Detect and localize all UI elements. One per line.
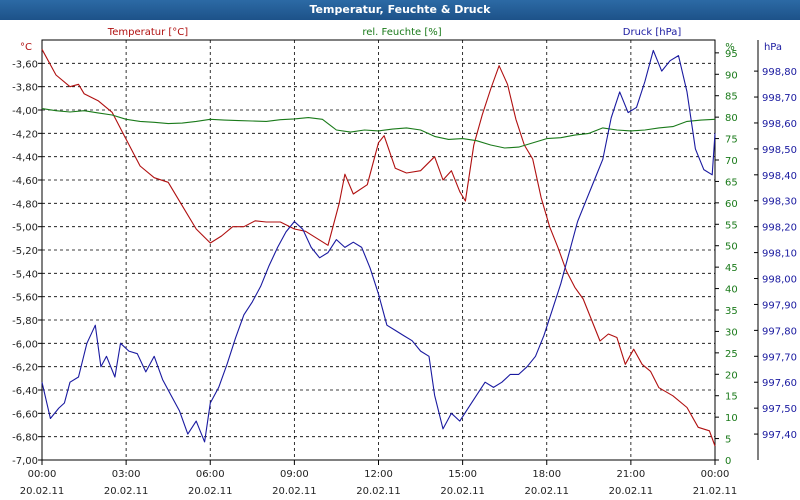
x-tick-time: 21:00 [616,469,645,480]
temperature-tick-label: -6,20 [12,363,38,374]
grid [41,40,716,461]
temperature-tick-label: -3,80 [12,83,38,94]
x-tick-date: 21.02.11 [693,486,738,497]
humidity-tick-label: 0 [725,456,731,467]
axes [38,39,759,465]
humidity-tick-label: 35 [725,306,738,317]
x-tick-time: 18:00 [532,469,561,480]
pressure-tick-label: 997,60 [762,378,797,389]
temperature-tick-label: -5,40 [12,269,38,280]
series-line-humidity [41,108,716,149]
x-tick-date: 20.02.11 [356,486,401,497]
x-tick-time: 00:00 [28,469,57,480]
temperature-tick-label: -4,80 [12,199,38,210]
x-tick-date: 20.02.11 [104,486,149,497]
x-tick-date: 20.02.11 [440,486,485,497]
x-tick-time: 06:00 [196,469,225,480]
x-tick-date: 20.02.11 [524,486,569,497]
temperature-tick-label: -6,80 [12,433,38,444]
humidity-tick-label: 40 [725,285,738,296]
humidity-tick-label: 15 [725,392,738,403]
humidity-tick-label: 70 [725,156,738,167]
humidity-tick-label: 55 [725,220,738,231]
pressure-tick-label: 998,10 [762,249,797,260]
series-line-temperature [41,49,716,447]
temperature-tick-label: -3,60 [12,59,38,70]
temperature-series-label: Temperatur [°C] [107,27,188,38]
humidity-tick-label: 80 [725,113,738,124]
pressure-tick-label: 997,70 [762,352,797,363]
series-line-pressure [41,49,716,443]
humidity-tick-label: 30 [725,327,738,338]
temperature-unit: °C [20,42,32,53]
humidity-tick-label: 85 [725,92,738,103]
x-tick-date: 20.02.11 [20,486,65,497]
temperature-tick-label: -4,00 [12,106,38,117]
x-tick-date: 20.02.11 [609,486,654,497]
pressure-series-label: Druck [hPa] [623,27,682,38]
x-tick-date: 20.02.11 [188,486,233,497]
humidity-unit: % [725,42,735,53]
pressure-tick-label: 998,00 [762,275,797,286]
humidity-tick-label: 65 [725,177,738,188]
temperature-tick-label: -6,60 [12,409,38,420]
chart-area: °C -3,60 -3,80 -4,00 -4,20 -4,40 -4,60 -4,80 -5,… [12,27,797,497]
pressure-tick-label: 998,80 [762,67,797,78]
temperature-tick-label: -4,20 [12,129,38,140]
pressure-tick-label: 997,80 [762,326,797,337]
labels: °C -3,60 -3,80 -4,00 -4,20 -4,40 -4,60 -4,80 -5,… [12,27,797,497]
humidity-tick-label: 5 [725,435,731,446]
x-tick-time: 03:00 [112,469,141,480]
temperature-tick-label: -5,60 [12,293,38,304]
humidity-tick-label: 10 [725,413,738,424]
pressure-tick-label: 998,40 [762,171,797,182]
pressure-tick-label: 997,50 [762,404,797,415]
temperature-tick-label: -5,80 [12,316,38,327]
temperature-tick-label: -7,00 [12,456,38,467]
series-layer [41,49,716,447]
humidity-series-label: rel. Feuchte [%] [362,27,441,38]
pressure-tick-label: 998,50 [762,145,797,156]
x-tick-time: 09:00 [280,469,309,480]
humidity-tick-label: 75 [725,135,738,146]
temperature-tick-label: -6,00 [12,339,38,350]
humidity-tick-label: 25 [725,349,738,360]
temperature-tick-label: -5,00 [12,223,38,234]
pressure-unit: hPa [764,42,782,53]
temperature-tick-label: -6,40 [12,386,38,397]
chart-title: Temperatur, Feuchte & Druck [0,0,800,20]
humidity-tick-label: 95 [725,49,738,60]
x-tick-time: 00:00 [701,469,730,480]
x-tick-date: 20.02.11 [272,486,317,497]
x-tick-time: 12:00 [364,469,393,480]
humidity-tick-label: 60 [725,199,738,210]
pressure-tick-label: 998,70 [762,93,797,104]
pressure-tick-label: 997,90 [762,300,797,311]
temperature-tick-label: -4,40 [12,153,38,164]
humidity-tick-label: 20 [725,370,738,381]
pressure-tick-label: 998,30 [762,197,797,208]
humidity-tick-label: 45 [725,263,738,274]
x-tick-time: 15:00 [448,469,477,480]
pressure-tick-label: 997,40 [762,430,797,441]
humidity-tick-label: 90 [725,70,738,81]
temperature-tick-label: -4,60 [12,176,38,187]
humidity-tick-label: 50 [725,242,738,253]
pressure-tick-label: 998,20 [762,223,797,234]
pressure-tick-label: 998,60 [762,119,797,130]
temperature-tick-label: -5,20 [12,246,38,257]
